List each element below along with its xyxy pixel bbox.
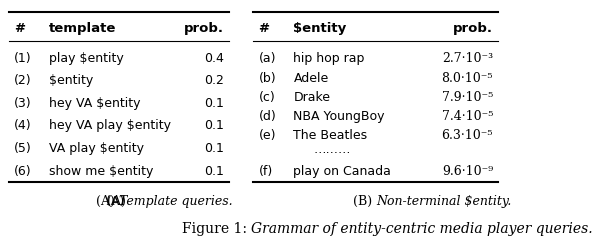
Text: (A): (A) — [106, 195, 131, 208]
Text: (c): (c) — [258, 91, 275, 104]
Text: 6.3·10⁻⁵: 6.3·10⁻⁵ — [441, 129, 493, 142]
Text: (4): (4) — [14, 120, 32, 132]
Text: $entity: $entity — [294, 22, 347, 35]
Text: ………: ……… — [313, 143, 351, 156]
Text: (5): (5) — [14, 142, 32, 155]
Text: (A): (A) — [107, 195, 130, 208]
Text: The Beatles: The Beatles — [294, 129, 368, 142]
Text: 9.6·10⁻⁹: 9.6·10⁻⁹ — [442, 164, 493, 178]
Text: 7.9·10⁻⁵: 7.9·10⁻⁵ — [442, 91, 493, 104]
Text: (a): (a) — [258, 52, 276, 65]
Text: Adele: Adele — [294, 72, 329, 85]
Text: (b): (b) — [258, 72, 276, 85]
Text: VA play $entity: VA play $entity — [49, 142, 144, 155]
Text: (1): (1) — [14, 52, 32, 65]
Text: (2): (2) — [14, 74, 32, 87]
Text: Grammar of entity-centric media player queries.: Grammar of entity-centric media player q… — [251, 222, 593, 236]
Text: 0.1: 0.1 — [204, 97, 224, 110]
Text: 7.4·10⁻⁵: 7.4·10⁻⁵ — [442, 110, 493, 123]
Text: prob.: prob. — [184, 22, 224, 35]
Text: 8.0·10⁻⁵: 8.0·10⁻⁵ — [441, 72, 493, 85]
Text: 2.7·10⁻³: 2.7·10⁻³ — [442, 52, 493, 65]
Text: hey VA play $entity: hey VA play $entity — [49, 120, 171, 132]
Text: Figure 1:: Figure 1: — [182, 222, 251, 236]
Text: Drake: Drake — [294, 91, 330, 104]
Text: play on Canada: play on Canada — [294, 164, 392, 178]
Text: #: # — [14, 22, 25, 35]
Text: 0.1: 0.1 — [204, 120, 224, 132]
Text: 0.4: 0.4 — [204, 52, 224, 65]
Text: #: # — [258, 22, 269, 35]
Text: (6): (6) — [14, 164, 32, 178]
Text: (3): (3) — [14, 97, 32, 110]
Text: $entity: $entity — [49, 74, 93, 87]
Text: (B): (B) — [353, 195, 376, 208]
Text: 0.2: 0.2 — [204, 74, 224, 87]
Text: prob.: prob. — [453, 22, 493, 35]
Text: (e): (e) — [258, 129, 276, 142]
Text: NBA YoungBoy: NBA YoungBoy — [294, 110, 385, 123]
Text: template: template — [49, 22, 116, 35]
Text: Non-terminal $entity.: Non-terminal $entity. — [376, 195, 511, 208]
Text: hey VA $entity: hey VA $entity — [49, 97, 140, 110]
Text: (f): (f) — [258, 164, 273, 178]
Text: 0.1: 0.1 — [204, 142, 224, 155]
Text: play $entity: play $entity — [49, 52, 123, 65]
Text: (A): (A) — [96, 195, 119, 208]
Text: show me $entity: show me $entity — [49, 164, 153, 178]
Text: 0.1: 0.1 — [204, 164, 224, 178]
Text: (d): (d) — [258, 110, 276, 123]
Text: Template queries.: Template queries. — [119, 195, 232, 208]
Text: hip hop rap: hip hop rap — [294, 52, 365, 65]
